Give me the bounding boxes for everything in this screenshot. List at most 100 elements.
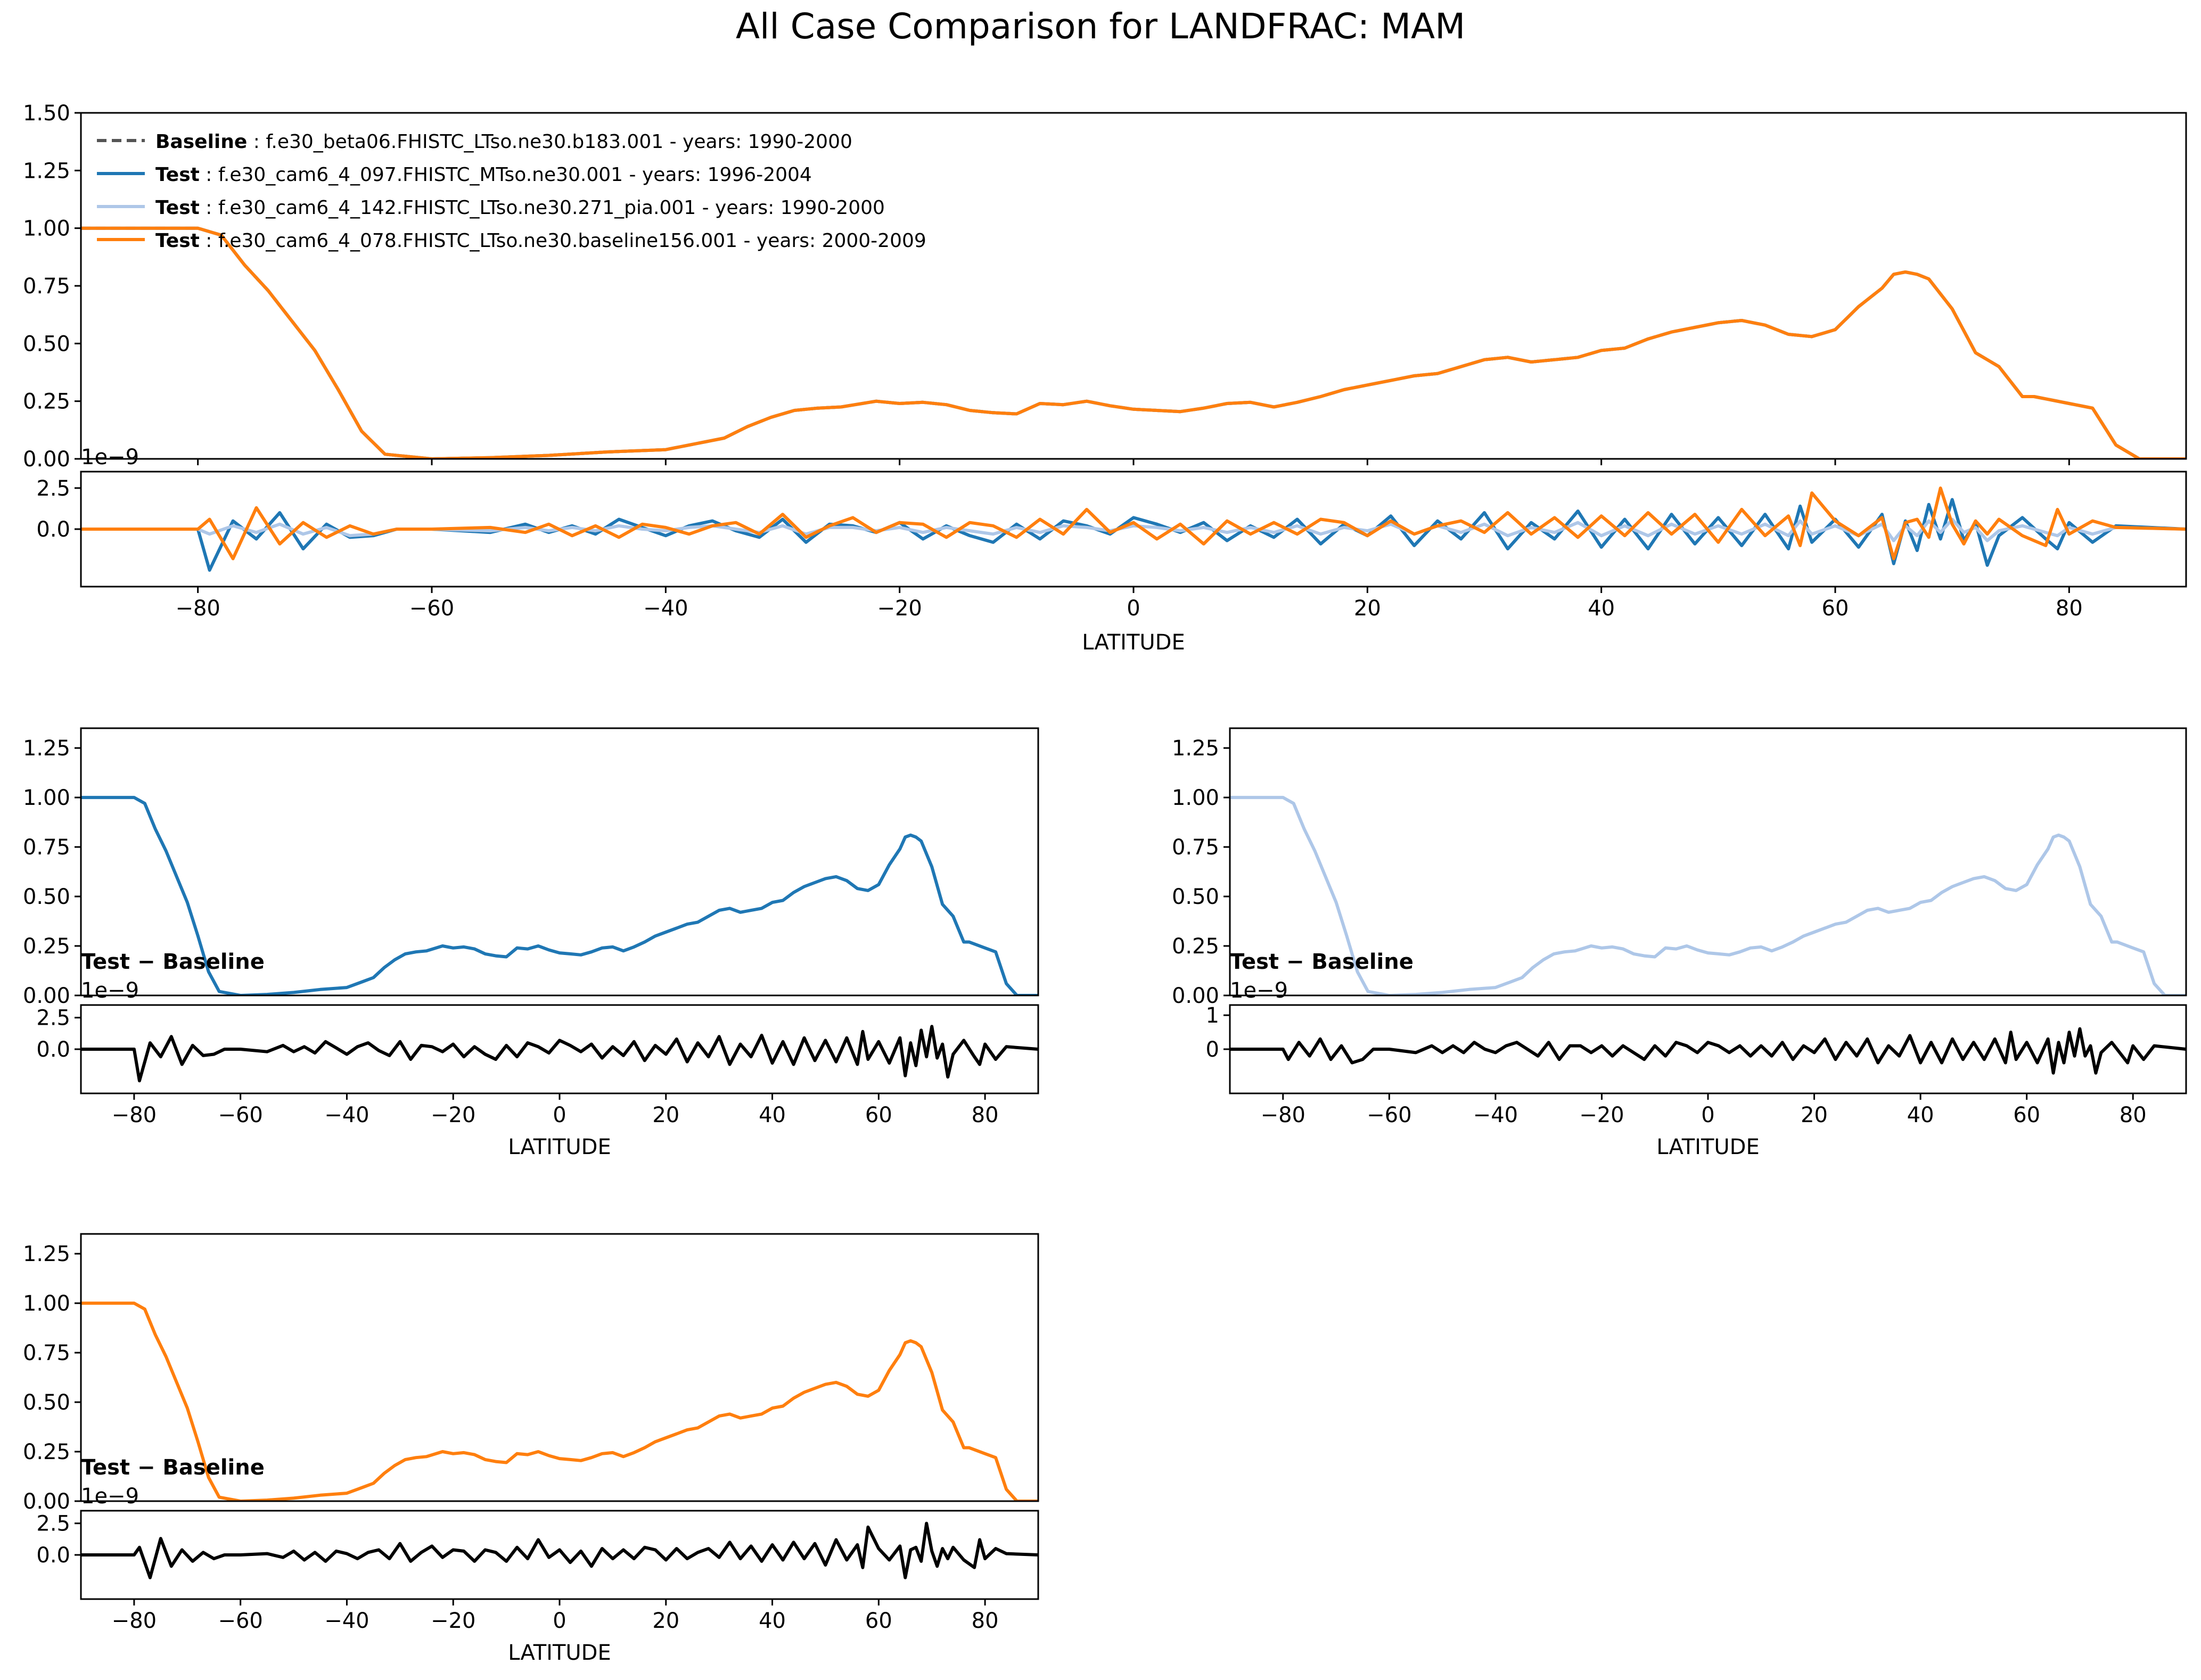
legend-entry-label: Baseline : f.e30_beta06.FHISTC_LTso.ne30… — [155, 131, 852, 153]
series-line-test3-mean-0 — [81, 1302, 1038, 1501]
x-axis-label: LATITUDE — [1082, 630, 1185, 655]
y-tick-label: 0.00 — [23, 447, 70, 472]
legend-text: : f.e30_cam6_4_078.FHISTC_LTso.ne30.base… — [200, 230, 926, 252]
x-tick-label: 20 — [1354, 596, 1381, 621]
x-tick-label: 60 — [2013, 1103, 2040, 1127]
x-tick-label: −60 — [218, 1609, 262, 1633]
diff-label: Test − Baseline — [1230, 950, 1414, 974]
y-tick-label: 0.25 — [23, 1440, 70, 1464]
x-tick-label: −60 — [409, 596, 454, 621]
series-line-all-cases-difference-2 — [81, 486, 2186, 561]
series-line-test1-mean-0 — [81, 796, 1038, 995]
x-tick-label: 60 — [865, 1609, 892, 1633]
x-tick-label: −20 — [431, 1103, 475, 1127]
x-tick-label: −80 — [112, 1609, 157, 1633]
y-tick-label: 1.00 — [23, 786, 70, 810]
y-tick-label: 1.00 — [1172, 786, 1219, 810]
x-tick-label: −40 — [324, 1103, 369, 1127]
y-tick-label: 0.50 — [23, 1390, 70, 1415]
series-line-all-cases-difference-0 — [81, 498, 2186, 572]
x-tick-label: 80 — [972, 1103, 999, 1127]
legend-text: : f.e30_cam6_4_097.FHISTC_MTso.ne30.001 … — [200, 164, 812, 186]
y-tick-label: 0.00 — [23, 984, 70, 1008]
legend-entry-label: Test : f.e30_cam6_4_097.FHISTC_MTso.ne30… — [155, 164, 812, 186]
y-tick-label: 2.5 — [36, 1512, 70, 1536]
x-tick-label: 80 — [2056, 596, 2083, 621]
x-tick-label: 40 — [1588, 596, 1615, 621]
x-tick-label: −40 — [643, 596, 688, 621]
x-tick-label: 80 — [2120, 1103, 2147, 1127]
x-tick-label: 0 — [553, 1609, 566, 1633]
legend-role: Test — [155, 197, 200, 219]
panel-all-cases-difference: 0.0 2.5 −80 −60 −40 −20 0 20 40 60 80 — [36, 471, 2187, 621]
x-tick-label: −80 — [175, 596, 220, 621]
y-tick-label: 2.5 — [36, 476, 70, 501]
axes-frame — [80, 727, 1039, 997]
legend-text: : f.e30_cam6_4_142.FHISTC_LTso.ne30.271_… — [200, 197, 885, 219]
x-axis-label: LATITUDE — [1656, 1135, 1759, 1159]
x-tick-label: −80 — [1261, 1103, 1305, 1127]
x-axis-label: LATITUDE — [508, 1135, 611, 1159]
y-tick-label: 0.0 — [36, 1543, 70, 1568]
y-tick-label: 1.25 — [1172, 736, 1219, 761]
y-tick-label: 0.0 — [36, 517, 70, 542]
series-line-test2-difference-0 — [1230, 1027, 2186, 1075]
y-tick-label: 0.00 — [1172, 984, 1219, 1008]
x-tick-label: 0 — [1127, 596, 1140, 621]
y-tick-label: 0.75 — [23, 274, 70, 299]
legend-entry-label: Test : f.e30_cam6_4_078.FHISTC_LTso.ne30… — [155, 230, 926, 252]
legend-role: Test — [155, 230, 200, 252]
x-tick-label: −80 — [112, 1103, 157, 1127]
x-tick-label: 20 — [652, 1103, 679, 1127]
y-tick-label: 0.50 — [23, 885, 70, 909]
legend-entry-label: Test : f.e30_cam6_4_142.FHISTC_LTso.ne30… — [155, 197, 885, 219]
series-line-all-cases-mean-2 — [81, 226, 2186, 459]
panel-test2-mean: 0.00 0.25 0.50 0.75 1.00 1.25 — [1172, 727, 2187, 1008]
x-tick-label: 20 — [652, 1609, 679, 1633]
series-line-test2-mean-0 — [1230, 796, 2186, 995]
x-axis-label: LATITUDE — [508, 1641, 611, 1665]
series-line-test1-difference-0 — [81, 1025, 1038, 1083]
legend: Baseline : f.e30_beta06.FHISTC_LTso.ne30… — [97, 131, 926, 252]
x-tick-label: −40 — [1473, 1103, 1518, 1127]
panel-test1-difference: 0.0 2.5 −80 −60 −40 −20 0 20 40 60 80 — [36, 1004, 1039, 1127]
y-tick-label: 0.50 — [1172, 885, 1219, 909]
x-tick-label: 60 — [865, 1103, 892, 1127]
y-tick-label: 1.50 — [23, 101, 70, 126]
axes-frame — [80, 1233, 1039, 1502]
x-tick-label: 60 — [1822, 596, 1849, 621]
series-line-all-cases-mean-0 — [81, 226, 2186, 459]
y-tick-label: 1.25 — [23, 159, 70, 183]
x-tick-label: 40 — [759, 1103, 786, 1127]
y-tick-label: 1.25 — [23, 736, 70, 761]
panel-all-cases-mean: 0.00 0.25 0.50 0.75 1.00 1.25 1.50 — [23, 101, 2187, 472]
y-tick-label: 0.75 — [23, 1341, 70, 1365]
panel-test2-difference: 0 1 −80 −60 −40 −20 0 20 40 60 80 — [1206, 1003, 2187, 1127]
panel-test3-mean: 0.00 0.25 0.50 0.75 1.00 1.25 — [23, 1233, 1039, 1514]
legend-text: : f.e30_beta06.FHISTC_LTso.ne30.b183.001… — [247, 131, 852, 153]
legend-role: Test — [155, 164, 200, 186]
x-tick-label: −40 — [324, 1609, 369, 1633]
x-tick-label: 20 — [1801, 1103, 1828, 1127]
x-tick-label: 0 — [1701, 1103, 1714, 1127]
axes-frame — [1229, 727, 2187, 997]
y-tick-label: 1.00 — [23, 217, 70, 241]
y-tick-label: 0.75 — [1172, 835, 1219, 860]
y-tick-label: 2.5 — [36, 1006, 70, 1031]
legend-role: Baseline — [155, 131, 247, 153]
x-tick-label: 40 — [1907, 1103, 1934, 1127]
y-tick-label: 0.00 — [23, 1489, 70, 1514]
series-line-test3-difference-0 — [81, 1521, 1038, 1579]
panel-test1-mean: 0.00 0.25 0.50 0.75 1.00 1.25 — [23, 727, 1039, 1008]
panel-test3-difference: 0.0 2.5 −80 −60 −40 −20 0 20 40 60 80 — [36, 1510, 1039, 1633]
series-line-all-cases-mean-3 — [81, 226, 2186, 459]
y-tick-label: 0.0 — [36, 1037, 70, 1062]
diff-offset-label: 1e−9 — [81, 445, 139, 470]
y-tick-label: 0.50 — [23, 332, 70, 356]
x-tick-label: −60 — [218, 1103, 262, 1127]
y-tick-label: 0.75 — [23, 835, 70, 860]
x-tick-label: −20 — [877, 596, 922, 621]
y-tick-label: 0.25 — [1172, 934, 1219, 959]
diff-offset-label: 1e−9 — [1230, 978, 1288, 1003]
x-tick-label: −20 — [431, 1609, 475, 1633]
